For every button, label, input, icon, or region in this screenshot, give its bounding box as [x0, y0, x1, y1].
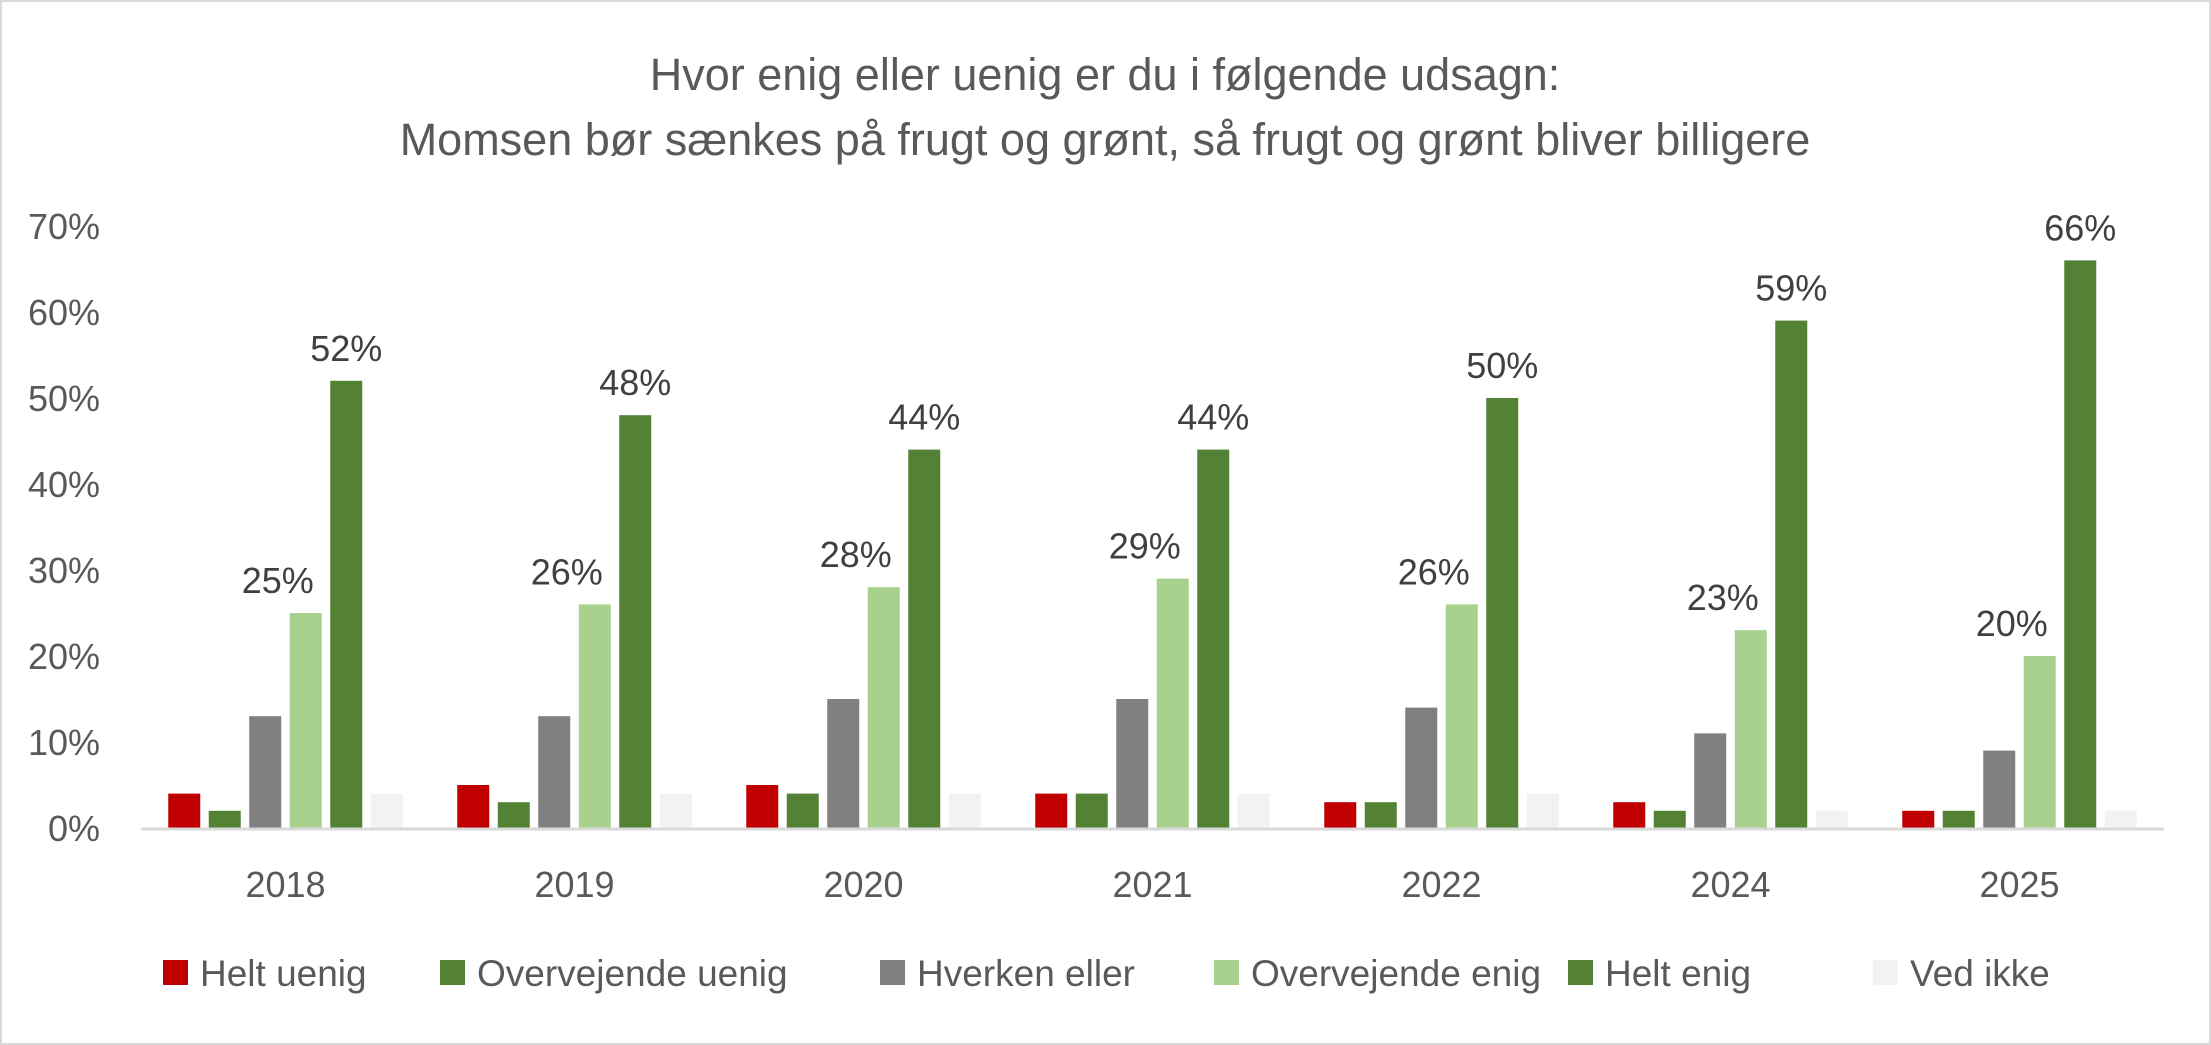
x-axis-ticks: 2018 2019 2020 2021 2022 2024 2025 — [245, 864, 2059, 905]
bar-overvejende-uenig-2021 — [1075, 793, 1108, 828]
bar-overvejende-uenig-2018 — [208, 810, 241, 828]
x-tick-label: 2018 — [245, 864, 325, 905]
x-tick-label: 2019 — [534, 864, 614, 905]
legend: Helt uenig Overvejende uenig Hverken eller… — [163, 953, 2050, 994]
bar-hverken-eller-2024 — [1694, 733, 1727, 828]
bar-overvejende-enig-2025 — [2023, 656, 2056, 828]
bar-overvejende-uenig-2022 — [1364, 802, 1397, 828]
bar-helt-enig-2021 — [1197, 449, 1230, 828]
y-tick-label: 10% — [28, 722, 100, 763]
x-tick-label: 2025 — [1979, 864, 2059, 905]
legend-label: Helt uenig — [200, 953, 367, 994]
bar-overvejende-enig-2022 — [1445, 604, 1478, 828]
legend-label: Overvejende enig — [1251, 953, 1541, 994]
bar-helt-enig-2019 — [619, 415, 652, 828]
data-label: 23% — [1687, 577, 1759, 618]
bar-overvejende-enig-2024 — [1734, 630, 1767, 828]
y-tick-label: 40% — [28, 464, 100, 505]
bars: 25% 52% 26% 48% 28% 44% 29% 44% 26% 50% 23% 59% 20% 6… — [168, 207, 2137, 828]
bar-hverken-eller-2025 — [1983, 750, 2016, 828]
data-label: 50% — [1466, 345, 1538, 386]
chart-title-line-2: Momsen bør sænkes på frugt og grønt, så … — [400, 114, 1811, 165]
data-label: 29% — [1109, 526, 1181, 567]
legend-swatch — [440, 960, 465, 985]
legend-label: Overvejende uenig — [477, 953, 788, 994]
bar-helt-uenig-2025 — [1902, 810, 1935, 828]
y-tick-label: 70% — [28, 206, 100, 247]
bar-ved-ikke-2018 — [370, 793, 403, 828]
bar-overvejende-enig-2020 — [867, 587, 900, 828]
x-tick-label: 2020 — [823, 864, 903, 905]
bar-helt-enig-2022 — [1486, 398, 1519, 828]
data-label: 66% — [2044, 207, 2116, 248]
bar-ved-ikke-2019 — [659, 793, 692, 828]
data-label: 48% — [599, 362, 671, 403]
data-label: 44% — [1177, 397, 1249, 438]
bar-overvejende-uenig-2024 — [1653, 810, 1686, 828]
bar-helt-uenig-2021 — [1035, 793, 1068, 828]
legend-swatch — [163, 960, 188, 985]
bar-overvejende-enig-2021 — [1156, 578, 1189, 828]
y-tick-label: 60% — [28, 292, 100, 333]
legend-swatch — [1568, 960, 1593, 985]
bar-helt-uenig-2022 — [1324, 802, 1357, 828]
data-label: 44% — [888, 397, 960, 438]
y-axis-ticks: 0% 10% 20% 30% 40% 50% 60% 70% — [28, 206, 100, 849]
chart-title-line-1: Hvor enig eller uenig er du i følgende u… — [650, 49, 1561, 100]
bar-hverken-eller-2021 — [1116, 699, 1149, 828]
bar-helt-uenig-2024 — [1613, 802, 1646, 828]
x-tick-label: 2022 — [1401, 864, 1481, 905]
bar-hverken-eller-2022 — [1405, 707, 1438, 828]
bar-helt-enig-2025 — [2064, 260, 2097, 828]
data-label: 28% — [820, 534, 892, 575]
data-label: 20% — [1976, 603, 2048, 644]
legend-swatch — [1214, 960, 1239, 985]
legend-label: Helt enig — [1605, 953, 1751, 994]
bar-helt-uenig-2020 — [746, 785, 779, 828]
legend-swatch — [880, 960, 905, 985]
bar-ved-ikke-2025 — [2104, 810, 2137, 828]
x-tick-label: 2024 — [1690, 864, 1770, 905]
data-label: 26% — [1398, 551, 1470, 592]
y-tick-label: 30% — [28, 550, 100, 591]
bar-overvejende-uenig-2019 — [497, 802, 530, 828]
bar-helt-uenig-2019 — [457, 785, 490, 828]
bar-helt-enig-2018 — [330, 380, 363, 828]
bar-hverken-eller-2019 — [538, 716, 571, 828]
legend-label: Ved ikke — [1910, 953, 2050, 994]
bar-overvejende-uenig-2025 — [1942, 810, 1975, 828]
bar-ved-ikke-2024 — [1815, 810, 1848, 828]
data-label: 52% — [310, 328, 382, 369]
bar-overvejende-enig-2019 — [578, 604, 611, 828]
bar-helt-uenig-2018 — [168, 793, 201, 828]
data-label: 25% — [242, 560, 314, 601]
bar-helt-enig-2024 — [1775, 320, 1808, 828]
bar-ved-ikke-2021 — [1237, 793, 1270, 828]
y-tick-label: 20% — [28, 636, 100, 677]
bar-hverken-eller-2020 — [827, 699, 860, 828]
legend-swatch — [1873, 960, 1898, 985]
bar-ved-ikke-2022 — [1526, 793, 1559, 828]
data-label: 59% — [1755, 268, 1827, 309]
bar-hverken-eller-2018 — [249, 716, 282, 828]
bar-helt-enig-2020 — [908, 449, 941, 828]
bar-ved-ikke-2020 — [948, 793, 981, 828]
y-tick-label: 0% — [48, 808, 100, 849]
bar-overvejende-enig-2018 — [289, 613, 322, 828]
y-tick-label: 50% — [28, 378, 100, 419]
legend-label: Hverken eller — [917, 953, 1135, 994]
bar-overvejende-uenig-2020 — [786, 793, 819, 828]
x-tick-label: 2021 — [1112, 864, 1192, 905]
data-label: 26% — [531, 551, 603, 592]
